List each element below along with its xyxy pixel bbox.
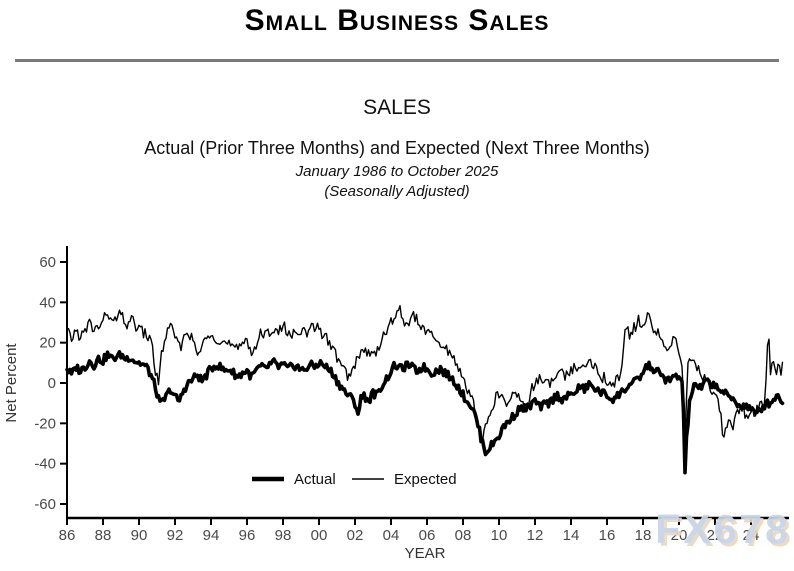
- y-tick-label: -60: [34, 496, 56, 513]
- legend-actual-label: Actual: [294, 471, 336, 488]
- x-tick-label: 96: [239, 527, 256, 544]
- x-tick-label: 02: [347, 527, 364, 544]
- x-tick-label: 10: [491, 527, 508, 544]
- x-tick-label: 00: [311, 527, 328, 544]
- x-tick-label: 88: [95, 527, 112, 544]
- chart-heading: SALES: [363, 96, 431, 119]
- y-tick-label: 20: [39, 335, 56, 352]
- x-tick-label: 08: [455, 527, 472, 544]
- y-tick-label: 0: [48, 375, 56, 392]
- y-tick-label: -40: [34, 456, 56, 473]
- expected-series-line: [66, 305, 784, 445]
- y-axis-title: Net Percent: [3, 343, 20, 423]
- x-tick-label: 12: [527, 527, 544, 544]
- x-tick-label: 20: [671, 527, 688, 544]
- x-tick-label: 90: [131, 527, 148, 544]
- x-tick-label: 94: [203, 527, 220, 544]
- chart-date-range: January 1986 to October 2025: [295, 163, 499, 180]
- y-tick-label: 40: [39, 294, 56, 311]
- page-title: Small Business Sales: [244, 4, 550, 37]
- x-tick-label: 98: [275, 527, 292, 544]
- x-tick-label: 24: [743, 527, 760, 544]
- x-axis-title: YEAR: [405, 545, 446, 562]
- x-tick-label: 16: [599, 527, 616, 544]
- chart-subtitle: Actual (Prior Three Months) and Expected…: [144, 138, 650, 158]
- x-tick-label: 04: [383, 527, 400, 544]
- x-tick-label: 06: [419, 527, 436, 544]
- actual-series-line: [65, 350, 785, 475]
- x-tick-label: 86: [59, 527, 76, 544]
- chart-seasonal-note: (Seasonally Adjusted): [324, 183, 470, 200]
- title-divider: [15, 59, 779, 62]
- y-tick-label: 60: [39, 254, 56, 271]
- x-tick-label: 22: [707, 527, 724, 544]
- x-tick-label: 92: [167, 527, 184, 544]
- legend-expected-label: Expected: [394, 471, 457, 488]
- y-tick-label: -20: [34, 415, 56, 432]
- x-tick-label: 14: [563, 527, 580, 544]
- x-tick-label: 18: [635, 527, 652, 544]
